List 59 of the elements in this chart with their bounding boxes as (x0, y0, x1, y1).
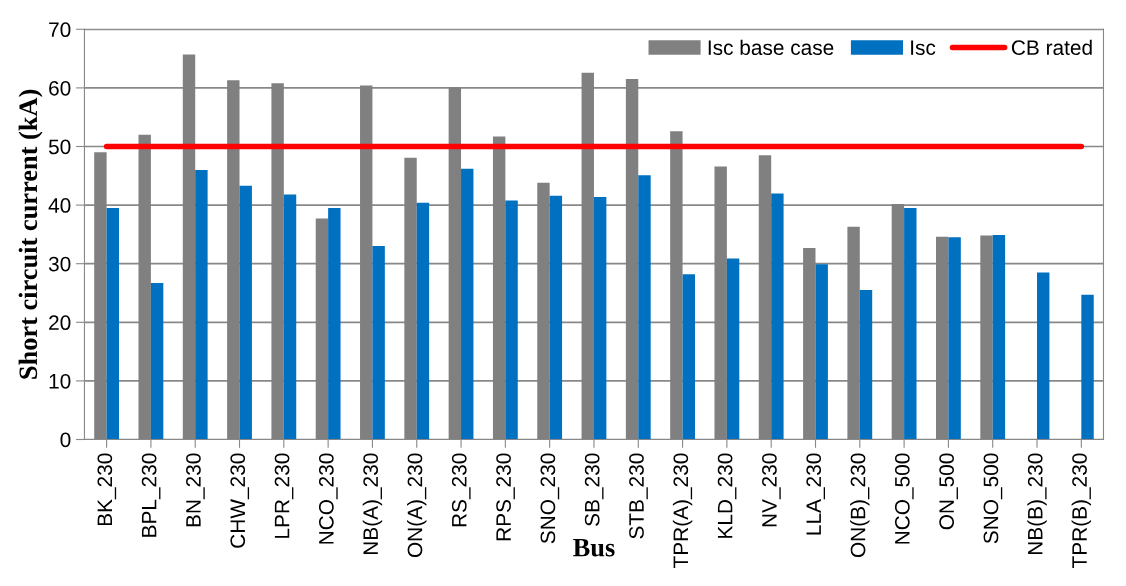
bar (195, 169, 208, 440)
bar (1081, 294, 1094, 440)
x-tick-label: ON(A)_230 (407, 453, 427, 558)
x-tick-label: NV_230 (762, 453, 781, 527)
legend-label: Isc base case (708, 39, 834, 56)
bar (505, 200, 518, 440)
x-tick-label: CHW_230 (230, 453, 250, 548)
bar (1037, 272, 1050, 440)
y-axis-title: Short circuit current (kA) (18, 89, 43, 379)
y-tick-label: 70 (49, 22, 71, 38)
x-tick-label: LLA_230 (806, 453, 826, 535)
bar (416, 202, 430, 440)
x-tick-label: ON_500 (939, 453, 958, 530)
x-tick-label: RS_230 (451, 453, 471, 527)
bar (859, 290, 873, 440)
bar (239, 185, 252, 440)
x-tick-label: NB(B)_230 (1027, 453, 1047, 555)
bar (283, 194, 297, 440)
bar (106, 208, 120, 440)
bar (815, 264, 828, 440)
x-tick-label: SNO_500 (983, 453, 1003, 544)
x-tick-label: ON(B)_230 (850, 453, 870, 558)
bar (638, 175, 651, 440)
y-tick-label: 30 (48, 256, 71, 272)
x-tick-label: RPS_230 (496, 453, 515, 541)
x-tick-label: TPR(B)_230 (1071, 453, 1092, 568)
bar (150, 283, 164, 440)
x-tick-label: NB(A)_230 (362, 453, 383, 555)
y-tick-label: 20 (49, 315, 71, 331)
bar (593, 196, 607, 440)
y-tick-label: 60 (49, 80, 71, 96)
x-tick-label: BPL_230 (141, 453, 161, 537)
x-tick-label: NCO_230 (318, 453, 338, 544)
x-tick-label: SB_230 (584, 453, 604, 526)
bar (549, 195, 563, 440)
x-axis-title: Bus (573, 538, 615, 557)
bar (682, 274, 695, 440)
x-tick-label: TPR(A)_230 (672, 453, 693, 568)
y-tick-label: 10 (49, 373, 71, 389)
x-tick-label: LPR_230 (274, 453, 294, 538)
y-tick-label: 40 (48, 198, 71, 213)
x-tick-label: SNO_230 (540, 453, 560, 544)
x-tick-label: NCO_500 (894, 453, 914, 544)
y-tick-label: 0 (60, 432, 71, 448)
legend-label: CB rated (1011, 39, 1092, 56)
x-tick-label: BK_230 (97, 453, 117, 526)
bar (948, 237, 961, 440)
y-tick-label: 50 (48, 139, 71, 155)
bar (328, 208, 341, 440)
bar (461, 168, 474, 440)
bar (992, 234, 1006, 440)
bar (771, 193, 784, 440)
x-tick-label: KLD_230 (717, 453, 737, 538)
x-tick-label: STB_230 (629, 453, 648, 539)
legend-label: Isc (911, 40, 936, 56)
bar (372, 246, 385, 440)
bar (726, 258, 740, 440)
bar (904, 208, 917, 440)
x-tick-label: BN_230 (186, 453, 205, 527)
